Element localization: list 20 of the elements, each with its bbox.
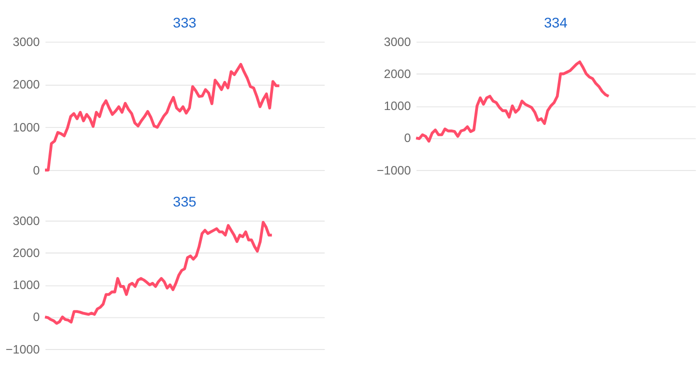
y-tick-label: 1000	[12, 120, 40, 134]
line-series	[44, 220, 274, 325]
y-tick-label: 2000	[12, 246, 40, 260]
y-tick-label: −1000	[6, 342, 40, 356]
y-tick-label: 0	[33, 310, 40, 324]
y-tick-label: 2000	[384, 67, 412, 81]
chart-title: 334	[544, 14, 568, 31]
y-tick-label: 0	[33, 163, 40, 178]
y-tick-label: 3000	[384, 34, 412, 49]
y-tick-label: 3000	[12, 34, 40, 49]
y-tick-label: −1000	[376, 163, 412, 178]
y-tick-label: 0	[404, 131, 412, 146]
chart-title: 335	[172, 194, 197, 210]
y-tick-label: 1000	[12, 278, 40, 292]
line-series	[44, 62, 281, 172]
y-tick-label: 2000	[12, 78, 40, 92]
y-tick-label: 1000	[384, 99, 412, 114]
line-series	[414, 60, 610, 143]
chart-title: 333	[172, 14, 197, 31]
y-tick-label: 3000	[12, 214, 40, 228]
